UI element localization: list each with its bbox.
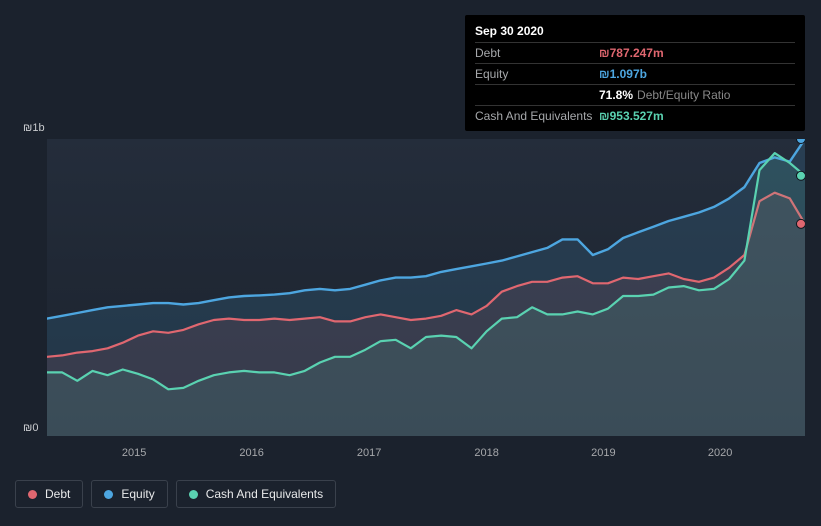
legend-dot-icon	[104, 490, 113, 499]
tooltip-row: Cash And Equivalents₪953.527m	[475, 106, 795, 126]
tooltip-row: Equity₪1.097b	[475, 64, 795, 85]
tooltip-row-label	[475, 88, 599, 102]
x-axis: 2015 2016 2017 2018 2019 2020	[47, 447, 805, 465]
x-axis-tick: 2018	[474, 447, 498, 459]
y-axis-top-label: ₪1b	[23, 122, 45, 134]
tooltip-row-value: ₪1.097b	[599, 67, 647, 81]
chart-svg	[47, 139, 805, 436]
x-axis-tick: 2016	[239, 447, 263, 459]
legend-label: Cash And Equivalents	[206, 487, 323, 501]
x-axis-tick: 2019	[591, 447, 615, 459]
tooltip-row: 71.8%Debt/Equity Ratio	[475, 85, 795, 106]
tooltip-row-value: ₪787.247m	[599, 46, 664, 60]
tooltip-row: Debt₪787.247m	[475, 43, 795, 64]
tooltip-date: Sep 30 2020	[475, 20, 795, 43]
y-axis-bottom-label: ₪0	[23, 422, 38, 434]
tooltip-row-suffix: Debt/Equity Ratio	[637, 88, 730, 102]
chart-legend: Debt Equity Cash And Equivalents	[15, 480, 336, 508]
tooltip-row-value: ₪953.527m	[599, 109, 664, 123]
chart-tooltip: Sep 30 2020 Debt₪787.247mEquity₪1.097b71…	[465, 15, 805, 131]
tooltip-row-label: Cash And Equivalents	[475, 109, 599, 123]
legend-item[interactable]: Debt	[15, 480, 83, 508]
legend-item[interactable]: Cash And Equivalents	[176, 480, 336, 508]
x-axis-tick: 2015	[122, 447, 146, 459]
legend-dot-icon	[28, 490, 37, 499]
legend-item[interactable]: Equity	[91, 480, 167, 508]
x-axis-tick: 2020	[708, 447, 732, 459]
legend-dot-icon	[189, 490, 198, 499]
tooltip-row-label: Debt	[475, 46, 599, 60]
tooltip-row-value: 71.8%Debt/Equity Ratio	[599, 88, 730, 102]
chart-plot-area	[47, 139, 805, 436]
x-axis-tick: 2017	[357, 447, 381, 459]
tooltip-row-label: Equity	[475, 67, 599, 81]
legend-label: Equity	[121, 487, 154, 501]
legend-label: Debt	[45, 487, 70, 501]
